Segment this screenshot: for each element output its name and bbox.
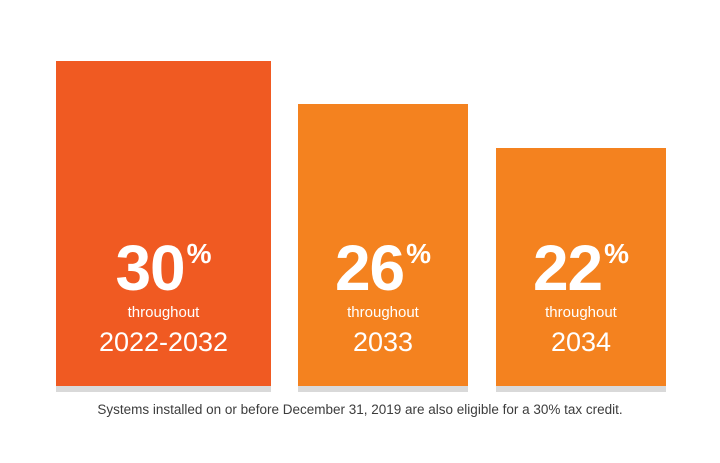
bar-base-shadow <box>298 386 468 392</box>
bar-value-label: 22% <box>496 236 666 300</box>
bar-value-label: 30% <box>56 236 271 300</box>
bar-caption: throughout <box>347 304 419 321</box>
footnote: Systems installed on or before December … <box>97 402 623 417</box>
bar-2: 26% throughout 2033 <box>298 104 468 386</box>
bar-value-percent-sign: % <box>406 238 432 269</box>
bar-value-number: 30 <box>115 232 185 304</box>
bar-base-shadow <box>56 386 271 392</box>
bar-base-shadow <box>496 386 666 392</box>
bar-value-label: 26% <box>298 236 468 300</box>
bar-category-label: 2034 <box>550 327 612 357</box>
bar-caption: throughout <box>127 304 200 321</box>
bar-3: 22% throughout 2034 <box>496 148 666 386</box>
bar-value-percent-sign: % <box>604 238 630 269</box>
bar-caption: throughout <box>545 304 617 321</box>
bar-value-percent-sign: % <box>186 238 212 269</box>
bar-value-number: 22 <box>532 232 603 304</box>
bar-category-label: 2033 <box>352 327 414 357</box>
bar-1: 30% throughout 2022-2032 <box>56 61 271 386</box>
bar-value-number: 26 <box>334 232 405 304</box>
bar-category-label: 2022-2032 <box>98 327 229 357</box>
